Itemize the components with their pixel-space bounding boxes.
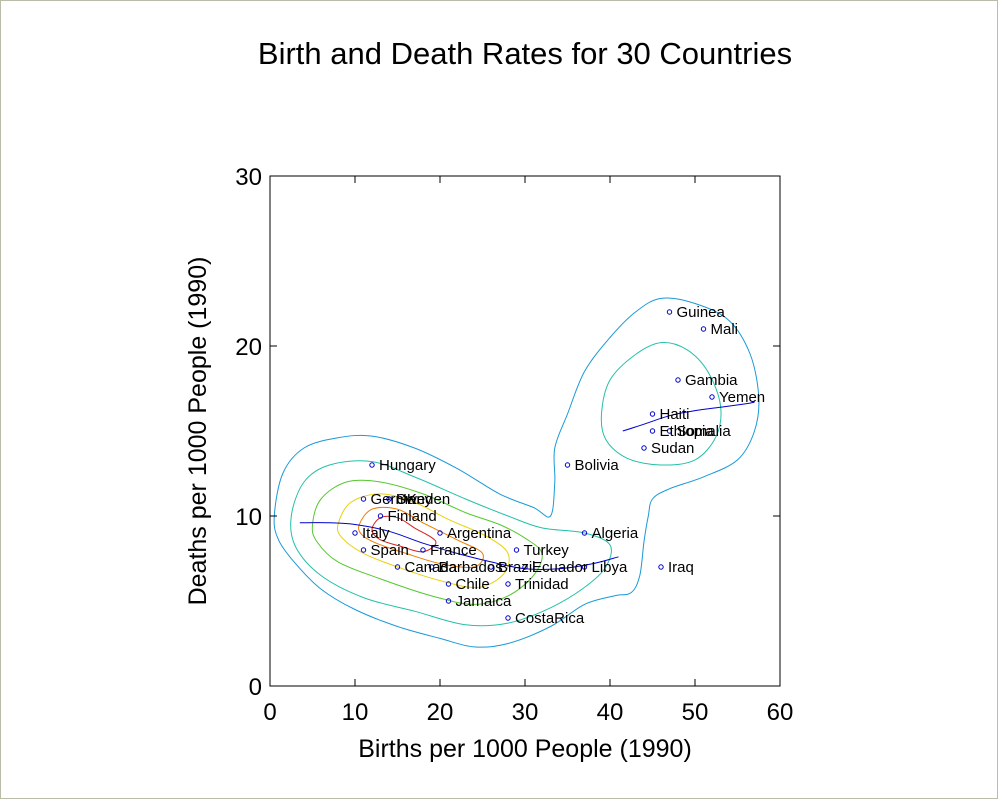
data-point-brazil <box>488 564 494 570</box>
point-label-guinea: Guinea <box>677 304 726 321</box>
data-point-somalia <box>666 428 673 434</box>
point-label-argentina: Argentina <box>447 525 512 542</box>
point-label-uk: UK <box>396 491 417 508</box>
point-label-somalia: Somalia <box>677 423 732 440</box>
data-point-ecuador <box>522 564 528 570</box>
point-label-costarica: CostaRica <box>515 610 585 627</box>
point-label-algeria: Algeria <box>592 525 639 542</box>
x-tick-label: 0 <box>263 699 276 726</box>
x-tick-label: 60 <box>767 699 794 726</box>
data-point-spain <box>360 547 367 553</box>
data-point-costarica <box>505 615 511 621</box>
contour-line-1 <box>290 460 612 627</box>
data-point-sweden <box>386 496 392 502</box>
point-label-ethiopia: Ethiopia <box>660 423 715 440</box>
contour-line-6 <box>371 515 437 553</box>
point-label-chile: Chile <box>456 576 490 593</box>
data-point-algeria <box>581 530 588 536</box>
data-point-haiti <box>649 411 656 417</box>
y-axis-title: Deaths per 1000 People (1990) <box>184 257 212 606</box>
x-tick-label: 40 <box>597 699 624 726</box>
y-tick-label: 20 <box>235 334 262 361</box>
chart-title: Birth and Death Rates for 30 Countries <box>258 36 792 71</box>
data-point-jamaica <box>445 598 452 604</box>
point-label-sudan: Sudan <box>651 440 694 457</box>
data-point-chile <box>445 581 452 587</box>
point-label-canada: Canada <box>405 559 458 576</box>
data-point-gambia <box>675 377 681 383</box>
data-point-trinidad <box>505 581 511 587</box>
data-point-mali <box>700 326 707 332</box>
point-label-libya: Libya <box>592 559 629 576</box>
point-label-sweden: Sweden <box>396 491 450 508</box>
density-contours <box>273 297 760 648</box>
point-label-hungary: Hungary <box>379 457 436 474</box>
contour-line-2 <box>600 341 722 466</box>
data-point-yemen <box>709 394 715 400</box>
data-point-turkey <box>513 547 520 553</box>
point-label-trinidad: Trinidad <box>515 576 569 593</box>
data-point-canada <box>394 564 401 570</box>
point-label-italy: Italy <box>362 525 390 542</box>
contour-line-8 <box>622 401 755 432</box>
data-point-iraq <box>658 564 664 570</box>
data-point-hungary <box>369 462 375 468</box>
x-tick-label: 10 <box>342 699 369 726</box>
contour-line-7 <box>299 522 619 570</box>
data-point-ethiopia <box>649 428 656 434</box>
y-tick-label: 0 <box>249 674 262 701</box>
data-point-guinea <box>666 309 673 315</box>
data-point-germany <box>360 496 367 502</box>
data-point-argentina <box>437 530 443 536</box>
contour-line-0 <box>273 297 760 648</box>
point-label-haiti: Haiti <box>660 406 690 423</box>
point-label-germany: Germany <box>371 491 433 508</box>
point-label-brazil: Brazil <box>498 559 536 576</box>
point-label-barbados: Barbados <box>439 559 503 576</box>
point-label-ecuador: Ecuador <box>532 559 588 576</box>
point-label-mali: Mali <box>711 321 739 338</box>
contour-line-4 <box>336 493 510 589</box>
x-tick-label: 30 <box>512 699 539 726</box>
point-label-spain: Spain <box>371 542 409 559</box>
point-label-turkey: Turkey <box>524 542 570 559</box>
point-label-yemen: Yemen <box>719 389 765 406</box>
y-tick-label: 30 <box>235 164 262 191</box>
data-point-libya <box>581 564 588 570</box>
x-tick-label: 20 <box>427 699 454 726</box>
data-points <box>352 309 715 621</box>
data-point-france <box>420 547 426 553</box>
data-point-italy <box>352 530 358 536</box>
point-label-gambia: Gambia <box>685 372 738 389</box>
data-point-barbados <box>428 564 435 570</box>
y-tick-label: 10 <box>235 504 262 531</box>
axis-ticks: 0 10 20 30 40 50 60 0 10 20 30 <box>235 164 793 726</box>
point-label-finland: Finland <box>388 508 437 525</box>
contour-line-3 <box>311 479 543 605</box>
data-point-finland <box>377 513 384 519</box>
point-label-iraq: Iraq <box>668 559 694 576</box>
x-axis-title: Births per 1000 People (1990) <box>358 735 692 763</box>
point-label-bolivia: Bolivia <box>575 457 620 474</box>
point-label-jamaica: Jamaica <box>456 593 513 610</box>
data-point-bolivia <box>564 462 571 468</box>
data-point-sudan <box>641 445 647 451</box>
x-tick-label: 50 <box>682 699 709 726</box>
point-label-france: France <box>430 542 477 559</box>
contour-line-5 <box>358 506 484 569</box>
